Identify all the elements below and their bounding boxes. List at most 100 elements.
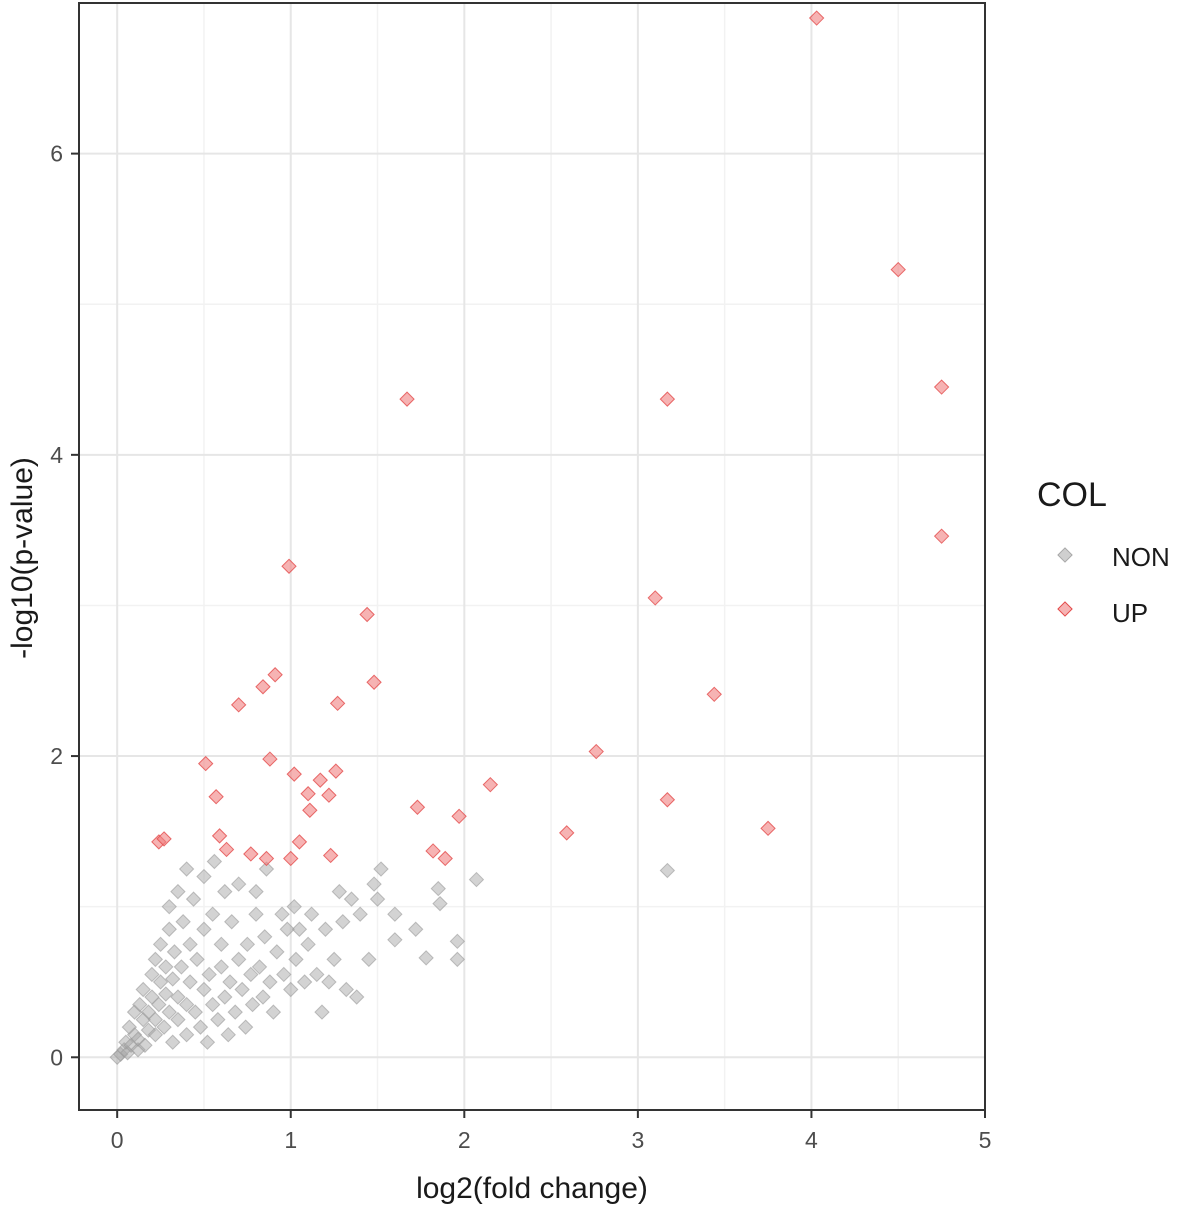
point-non [352, 906, 368, 922]
point-up [706, 686, 722, 703]
point-up [243, 846, 259, 862]
point-up [425, 843, 441, 859]
x-tick-label: 1 [284, 1127, 297, 1153]
point-up [156, 831, 172, 847]
point-non [161, 1004, 177, 1020]
x-tick-label: 4 [805, 1127, 818, 1153]
point-up [647, 590, 663, 606]
point-non [348, 989, 365, 1005]
point-non [286, 898, 302, 915]
point-non [314, 1004, 330, 1020]
data-points [109, 10, 950, 1065]
point-non [257, 929, 273, 945]
point-up [286, 766, 302, 782]
point-non [269, 944, 285, 960]
point-non [248, 906, 264, 922]
point-non [217, 883, 233, 900]
point-non [279, 921, 295, 937]
point-non [165, 971, 181, 987]
point-non [387, 906, 403, 922]
x-axis-title: log2(fold change) [416, 1172, 648, 1205]
point-non [170, 1011, 186, 1028]
point-non [387, 932, 403, 948]
point-non [338, 981, 354, 998]
point-non [170, 883, 186, 900]
point-non [196, 868, 212, 885]
point-non [321, 974, 337, 990]
x-tick-label: 5 [979, 1127, 992, 1153]
point-non [300, 936, 316, 953]
point-non [152, 974, 169, 990]
point-up [659, 792, 676, 808]
point-non [156, 1019, 172, 1035]
point-non [262, 974, 278, 990]
legend-key-non [1057, 547, 1073, 563]
point-non [430, 880, 446, 897]
point-non [144, 966, 160, 983]
point-non [296, 974, 313, 990]
point-non [166, 944, 183, 960]
y-tick-label: 6 [50, 141, 63, 167]
point-non [335, 914, 351, 930]
point-non [151, 996, 167, 1013]
point-non [161, 898, 177, 915]
point-up [399, 391, 415, 407]
point-up [409, 799, 426, 815]
legend-key-up [1057, 601, 1073, 617]
point-non [291, 921, 308, 937]
point-non [182, 936, 198, 953]
point-non [182, 974, 198, 990]
point-non [158, 959, 174, 975]
point-up [208, 789, 224, 805]
legend-item-up: UP [1057, 598, 1148, 628]
legend: COL NON UP [1037, 476, 1170, 628]
point-non [204, 906, 221, 922]
point-non [196, 921, 212, 937]
point-non [449, 933, 466, 950]
point-non [175, 914, 191, 930]
point-non [187, 1004, 203, 1020]
point-up [559, 825, 575, 841]
point-non [189, 951, 205, 968]
point-up [211, 828, 228, 844]
point-non [468, 871, 485, 888]
point-non [213, 936, 230, 953]
point-non [373, 861, 389, 877]
point-up [230, 697, 247, 713]
point-non [234, 981, 250, 998]
panel-border [78, 2, 986, 1111]
point-non [192, 1019, 209, 1035]
point-non [161, 921, 177, 937]
point-non [140, 1022, 157, 1038]
point-non [326, 951, 342, 968]
point-non [137, 1037, 153, 1053]
point-non [213, 959, 230, 975]
point-non [201, 966, 217, 983]
point-non [222, 974, 238, 990]
point-non [199, 1034, 216, 1050]
point-non [248, 883, 264, 900]
point-non [361, 951, 377, 968]
point-non [283, 981, 299, 998]
point-up [808, 10, 825, 26]
point-non [165, 1034, 181, 1050]
point-non [158, 986, 174, 1002]
point-up [281, 558, 297, 574]
point-non [210, 1011, 226, 1028]
point-up [760, 820, 776, 837]
point-up [588, 743, 604, 760]
point-up [300, 786, 316, 802]
point-non [196, 981, 212, 998]
point-non [309, 966, 325, 983]
point-non [227, 1004, 243, 1020]
point-non [432, 895, 448, 912]
point-up [328, 763, 344, 779]
point-up [197, 755, 214, 772]
point-non [147, 951, 164, 968]
point-non [220, 1026, 236, 1043]
point-up [262, 751, 278, 767]
point-non [217, 989, 233, 1005]
point-up [359, 606, 375, 623]
point-up [258, 850, 275, 867]
point-non [170, 989, 186, 1005]
